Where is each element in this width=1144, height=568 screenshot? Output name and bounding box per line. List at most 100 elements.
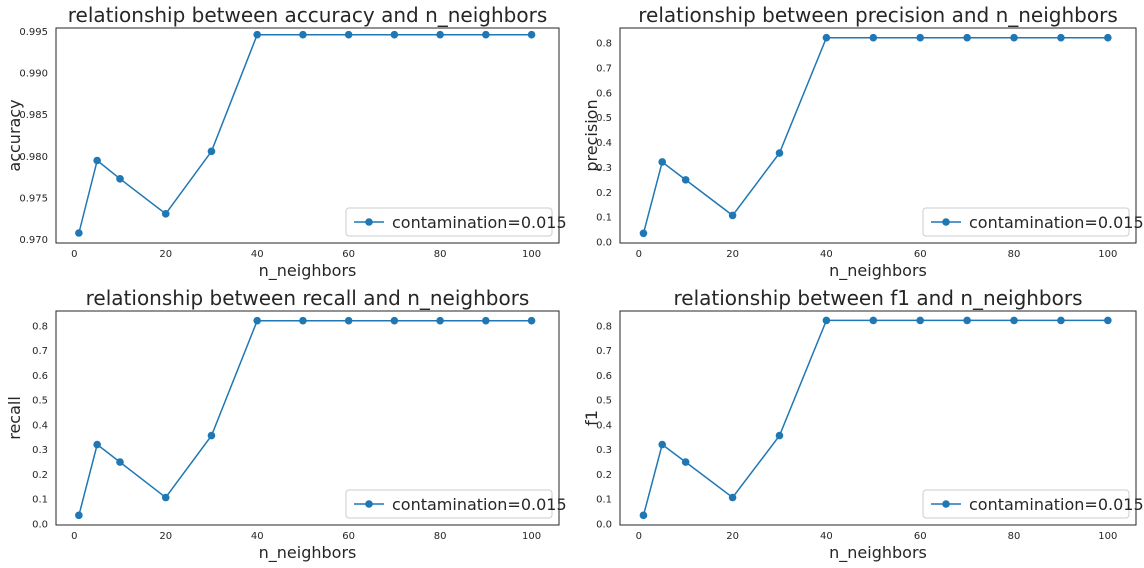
- y-tick-label: 0.990: [19, 69, 48, 80]
- chart-title: relationship between accuracy and n_neig…: [68, 3, 548, 27]
- x-tick-label: 60: [342, 249, 355, 260]
- y-tick-label: 0.985: [19, 110, 48, 121]
- subplot-1: relationship between accuracy and n_neig…: [5, 3, 567, 281]
- y-axis-label: f1: [582, 410, 601, 426]
- y-tick-label: 0.5: [32, 396, 48, 407]
- data-point: [436, 30, 444, 39]
- y-axis-label: recall: [5, 396, 24, 440]
- legend-marker: [942, 218, 950, 226]
- x-tick-label: 20: [159, 531, 172, 542]
- y-tick-label: 0.4: [596, 138, 612, 149]
- data-point: [916, 33, 925, 42]
- data-point: [775, 431, 784, 440]
- x-tick-label: 60: [914, 249, 927, 260]
- x-axis-label: n_neighbors: [829, 543, 927, 563]
- x-tick-label: 40: [251, 531, 264, 542]
- y-tick-label: 0.8: [596, 321, 612, 332]
- data-point: [639, 511, 648, 520]
- x-tick-label: 60: [342, 531, 355, 542]
- x-tick-label: 100: [522, 249, 541, 260]
- y-tick-label: 0.8: [596, 39, 612, 50]
- y-tick-label: 0.1: [596, 213, 612, 224]
- data-point: [869, 33, 878, 42]
- y-tick-label: 0.6: [32, 371, 48, 382]
- legend-box: [922, 489, 1130, 519]
- series-line: [642, 319, 1108, 516]
- x-tick-label: 20: [726, 249, 739, 260]
- data-point: [869, 316, 878, 325]
- y-tick-label: 0.7: [32, 346, 48, 357]
- legend-label: contamination=0.015: [969, 213, 1144, 232]
- x-axis-label: n_neighbors: [829, 261, 927, 281]
- data-point: [253, 316, 261, 325]
- data-point: [75, 511, 83, 520]
- x-tick-label: 0: [636, 531, 642, 542]
- data-point: [658, 440, 667, 449]
- series-line: [642, 36, 1108, 234]
- chart-title: relationship between f1 and n_neighbors: [673, 286, 1082, 310]
- data-point: [639, 229, 648, 238]
- data-point: [681, 176, 690, 184]
- y-tick-label: 0.6: [596, 371, 612, 382]
- data-point: [344, 30, 353, 39]
- y-tick-label: 0.3: [596, 163, 612, 174]
- x-tick-label: 100: [1098, 531, 1117, 542]
- y-tick-label: 0.995: [19, 27, 48, 38]
- y-tick-label: 0.3: [596, 445, 612, 456]
- y-tick-label: 0.3: [32, 445, 48, 456]
- y-tick-label: 0.0: [596, 520, 612, 531]
- legend-label: contamination=0.015: [392, 213, 567, 232]
- legend: contamination=0.015: [922, 207, 1144, 237]
- subplot-4: relationship between f1 and n_neighbors 0…: [582, 286, 1144, 563]
- data-point: [916, 316, 925, 325]
- y-tick-label: 0.4: [32, 420, 48, 431]
- data-point: [75, 229, 83, 237]
- legend-box: [922, 207, 1130, 237]
- x-tick-label: 80: [434, 249, 447, 260]
- data-point: [344, 316, 353, 325]
- data-point: [161, 210, 170, 218]
- series-line: [78, 319, 532, 516]
- y-tick-label: 0.8: [32, 321, 48, 332]
- data-point: [93, 440, 101, 449]
- x-tick-label: 60: [914, 531, 927, 542]
- axes-frame: [55, 310, 560, 526]
- x-tick-label: 0: [71, 531, 77, 542]
- legend: contamination=0.015: [345, 489, 567, 519]
- data-point: [681, 458, 690, 466]
- y-tick-label: 0.7: [596, 64, 612, 75]
- legend: contamination=0.015: [345, 207, 567, 237]
- x-tick-label: 80: [1008, 531, 1021, 542]
- data-point: [527, 30, 536, 39]
- data-point: [93, 156, 101, 165]
- y-tick-label: 0.4: [596, 420, 612, 431]
- data-point: [253, 30, 261, 39]
- y-axis-label: precision: [582, 99, 601, 171]
- axes-frame: [619, 310, 1137, 526]
- chart-title: relationship between recall and n_neighb…: [86, 286, 530, 310]
- x-tick-label: 40: [820, 531, 833, 542]
- x-tick-label: 80: [434, 531, 447, 542]
- x-tick-label: 100: [522, 531, 541, 542]
- data-point: [658, 158, 667, 166]
- data-point: [1104, 33, 1112, 42]
- data-point: [1010, 316, 1018, 325]
- data-point: [390, 316, 399, 325]
- data-point: [116, 175, 124, 183]
- y-tick-label: 0.2: [32, 470, 48, 481]
- x-tick-label: 20: [726, 531, 739, 542]
- y-tick-label: 0.1: [596, 495, 612, 506]
- data-point: [207, 431, 216, 440]
- x-tick-label: 0: [71, 249, 77, 260]
- data-point: [728, 493, 737, 502]
- data-point: [822, 316, 831, 325]
- x-tick-label: 100: [1098, 249, 1117, 260]
- x-axis-label: n_neighbors: [259, 543, 357, 563]
- x-axis-label: n_neighbors: [259, 261, 357, 281]
- legend-label: contamination=0.015: [392, 495, 567, 514]
- y-tick-label: 0.2: [596, 470, 612, 481]
- x-tick-label: 20: [159, 249, 172, 260]
- data-point: [963, 316, 971, 325]
- y-tick-label: 0.5: [596, 113, 612, 124]
